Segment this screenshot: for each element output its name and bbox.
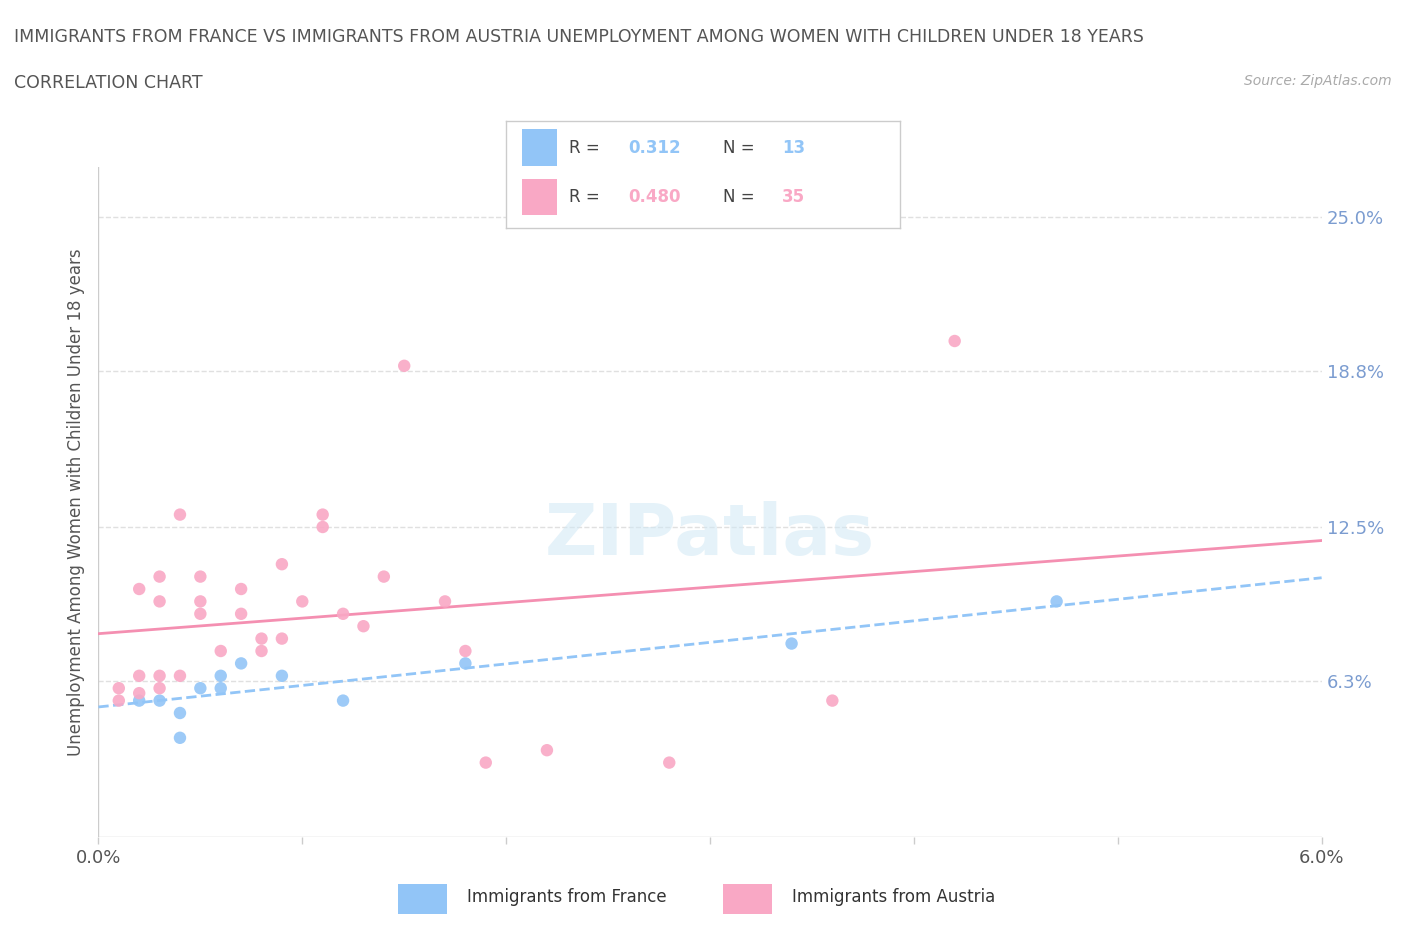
Point — [209, 681, 232, 696]
Point — [231, 606, 253, 621]
Y-axis label: Unemployment Among Women with Children Under 18 years: Unemployment Among Women with Children U… — [66, 248, 84, 756]
Point — [231, 581, 253, 596]
Point — [270, 631, 292, 646]
Point — [536, 743, 558, 758]
Point — [332, 606, 354, 621]
Text: CORRELATION CHART: CORRELATION CHART — [14, 74, 202, 92]
Text: Immigrants from France: Immigrants from France — [467, 888, 666, 907]
Point — [128, 581, 150, 596]
Text: N =: N = — [723, 188, 754, 206]
Point — [311, 520, 335, 535]
Text: IMMIGRANTS FROM FRANCE VS IMMIGRANTS FROM AUSTRIA UNEMPLOYMENT AMONG WOMEN WITH : IMMIGRANTS FROM FRANCE VS IMMIGRANTS FRO… — [14, 28, 1144, 46]
Point — [149, 669, 172, 684]
Bar — [522, 129, 557, 166]
Point — [149, 594, 172, 609]
Point — [169, 730, 191, 745]
Point — [658, 755, 681, 770]
Text: N =: N = — [723, 139, 754, 156]
Text: ZIPatlas: ZIPatlas — [546, 501, 875, 570]
Point — [250, 644, 273, 658]
Text: R =: R = — [569, 188, 600, 206]
Point — [188, 606, 212, 621]
Point — [433, 594, 456, 609]
Point — [780, 636, 803, 651]
Point — [1045, 594, 1069, 609]
Point — [209, 644, 232, 658]
Text: 0.480: 0.480 — [628, 188, 681, 206]
Point — [270, 557, 292, 572]
Point — [454, 656, 477, 671]
Point — [149, 681, 172, 696]
Text: 0.312: 0.312 — [628, 139, 681, 156]
Point — [821, 693, 844, 708]
Text: Immigrants from Austria: Immigrants from Austria — [792, 888, 995, 907]
Point — [128, 693, 150, 708]
Point — [231, 656, 253, 671]
Text: 35: 35 — [782, 188, 804, 206]
Point — [108, 681, 131, 696]
Point — [454, 644, 477, 658]
Text: R =: R = — [569, 139, 600, 156]
Point — [188, 594, 212, 609]
Point — [332, 693, 354, 708]
Point — [169, 507, 191, 522]
Text: 13: 13 — [782, 139, 804, 156]
Point — [128, 669, 150, 684]
Point — [128, 685, 150, 700]
Point — [188, 681, 212, 696]
Point — [392, 358, 416, 373]
Point — [474, 755, 498, 770]
Point — [108, 693, 131, 708]
Bar — [522, 179, 557, 215]
Bar — [398, 884, 447, 913]
Bar — [723, 884, 772, 913]
Point — [943, 334, 966, 349]
Point — [169, 706, 191, 721]
Point — [373, 569, 395, 584]
Point — [188, 569, 212, 584]
Text: Source: ZipAtlas.com: Source: ZipAtlas.com — [1244, 74, 1392, 88]
Point — [209, 669, 232, 684]
Point — [291, 594, 314, 609]
Point — [149, 569, 172, 584]
Point — [311, 507, 335, 522]
Point — [149, 693, 172, 708]
Point — [169, 669, 191, 684]
Point — [270, 669, 292, 684]
Point — [250, 631, 273, 646]
Point — [352, 618, 374, 633]
